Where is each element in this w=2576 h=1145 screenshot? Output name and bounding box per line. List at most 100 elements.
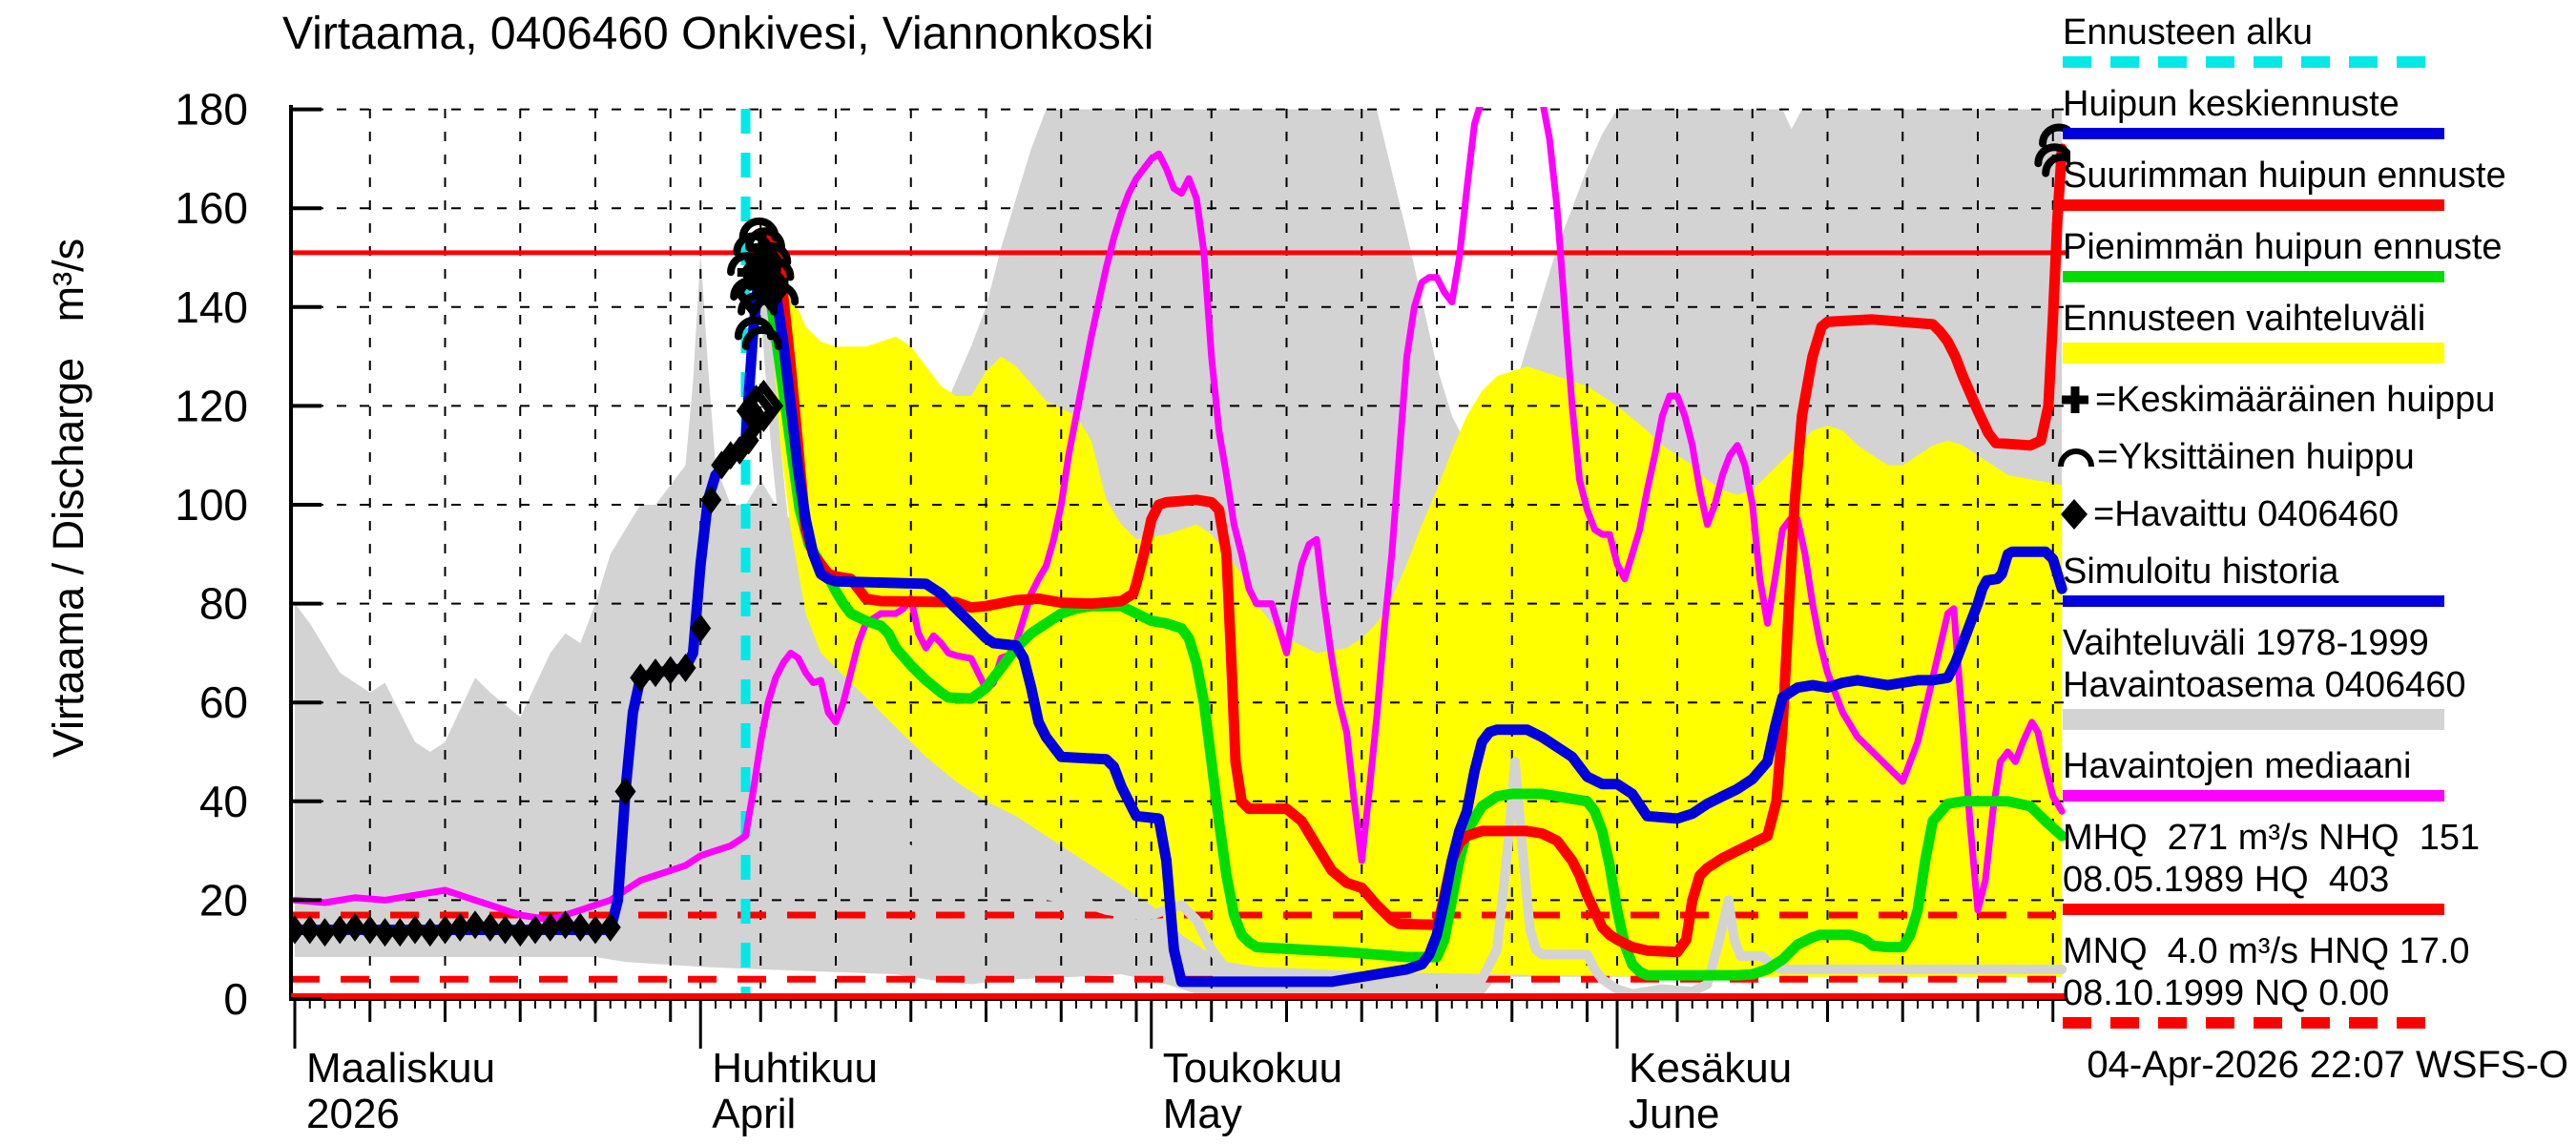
observed-diamond-marker <box>329 915 351 945</box>
peak-diamond-marker <box>743 379 784 432</box>
legend-item-11: Havaintojen mediaani <box>2063 745 2573 802</box>
observed-diamond-marker <box>525 915 546 945</box>
series-havaintojen-mediaani <box>291 107 2066 924</box>
month-label-3: Toukokuu <box>1163 1045 1342 1092</box>
single-peak-arc-marker <box>737 291 779 316</box>
legend-item-label: 08.10.1999 NQ 0.00 <box>2063 973 2390 1013</box>
observed-diamond-marker <box>659 656 681 685</box>
mean-peak-plus-marker <box>737 258 766 287</box>
legend-item-label: MNQ 4.0 m³/s HNQ 17.0 <box>2063 931 2470 971</box>
observed-diamond-marker <box>700 485 722 514</box>
y-tick-label: 60 <box>199 677 248 727</box>
legend-item-12: MHQ 271 m³/s NHQ 151 08.05.1989 HQ 403 <box>2063 817 2573 915</box>
observed-diamond-marker <box>289 915 305 945</box>
y-tick-label: 20 <box>199 875 248 925</box>
legend: Ennusteen alku Huipun keskiennuste Suurimm… <box>2058 11 2573 1044</box>
observed-diamond-marker <box>630 663 652 693</box>
legend-item-8: =Havaittu 0406460 <box>2061 493 2573 535</box>
legend-swatch-blue-line <box>2063 128 2444 139</box>
observed-diamond-marker <box>675 653 696 682</box>
legend-item-1: Ennusteen alku <box>2063 11 2573 68</box>
observed-diamond-marker <box>344 912 365 942</box>
plot-area <box>289 107 2070 999</box>
legend-item-label: 08.05.1989 HQ 403 <box>2063 860 2390 900</box>
plus-icon <box>2062 386 2088 413</box>
month-label-1: Maaliskuu <box>306 1045 495 1092</box>
series-pienimman-huipun-ennuste <box>755 261 2067 981</box>
observed-diamond-marker <box>494 915 516 945</box>
legend-item-label: Huipun keskiennuste <box>2063 84 2399 124</box>
observed-diamond-marker <box>449 912 471 942</box>
legend-item-label: Havaintojen mediaani <box>2063 746 2412 786</box>
mean-peak-plus-marker <box>747 233 777 262</box>
observed-diamond-marker <box>374 918 396 947</box>
legend-item-13: MNQ 4.0 m³/s HNQ 17.0 08.10.1999 NQ 0.00 <box>2063 930 2573 1029</box>
legend-item-4: Pienimmän huipun ennuste <box>2063 226 2573 282</box>
legend-item-label: Havaintoasema 0406460 <box>2063 665 2466 705</box>
y-tick-label: 160 <box>175 183 248 233</box>
legend-item-7: =Yksittäinen huippu <box>2058 436 2573 478</box>
page-title: Virtaama, 0406460 Onkivesi, Viannonkoski <box>282 9 1154 59</box>
legend-item-label: Vaihteluväli 1978-1999 <box>2063 623 2429 663</box>
legend-item-10: Vaihteluväli 1978-1999 Havaintoasema 0406… <box>2063 622 2573 730</box>
observed-diamond-marker <box>419 918 441 947</box>
legend-swatch-magenta-line <box>2063 790 2444 802</box>
legend-item-label: =Havaittu 0406460 <box>2093 494 2399 534</box>
month-sublabel-4: June <box>1629 1091 1719 1137</box>
observed-diamond-marker <box>465 910 486 940</box>
legend-item-label: Ennusteen vaihteluväli <box>2063 299 2426 339</box>
legend-item-label: Simuloitu historia <box>2063 552 2339 592</box>
y-tick-label: 180 <box>175 85 248 135</box>
series-havaintoasema-0406460 <box>756 253 2067 999</box>
observed-diamond-marker <box>479 912 501 942</box>
legend-item-label: Pienimmän huipun ennuste <box>2063 227 2503 267</box>
month-label-2: Huhtikuu <box>712 1045 878 1092</box>
observed-diamond-marker <box>509 918 531 947</box>
month-sublabel-2: April <box>712 1091 796 1137</box>
mean-peak-plus-marker <box>759 267 789 297</box>
legend-swatch-gray-bar <box>2063 709 2444 730</box>
observed-diamond-marker <box>599 912 621 942</box>
series-huipun-keskiennuste <box>755 252 2067 988</box>
observed-diamond-marker <box>299 915 321 945</box>
observed-diamond-marker <box>389 918 411 947</box>
single-peak-arc-marker <box>741 325 782 350</box>
legend-swatch-yellow-bar <box>2063 343 2444 364</box>
y-tick-label: 80 <box>199 579 248 629</box>
observed-diamond-marker <box>645 658 666 688</box>
diamond-icon <box>2061 499 2088 530</box>
observed-diamond-marker <box>539 912 561 942</box>
observed-diamond-marker <box>405 915 426 945</box>
single-peak-arc-marker <box>2042 153 2070 177</box>
timestamp: 04-Apr-2026 22:07 WSFS-O <box>2087 1044 2568 1086</box>
legend-item-6: =Keskimääräinen huippu <box>2062 379 2573 421</box>
observed-diamond-marker <box>614 777 636 806</box>
y-tick-label: 40 <box>199 777 248 826</box>
legend-swatch-red-dashed <box>2063 1017 2444 1029</box>
single-peak-arc-marker <box>2039 123 2070 148</box>
month-sublabel-3: May <box>1163 1091 1242 1137</box>
arc-icon <box>2058 448 2094 468</box>
observed-diamond-marker <box>314 918 336 947</box>
observed-diamond-marker <box>434 915 456 945</box>
legend-item-label: =Yksittäinen huippu <box>2097 437 2415 477</box>
y-tick-label: 100 <box>175 480 248 530</box>
legend-swatch-blue-line <box>2063 595 2444 607</box>
y-tick-label: 120 <box>175 381 248 430</box>
legend-swatch-red-line <box>2063 904 2444 915</box>
markers <box>289 123 2070 947</box>
observed-diamond-marker <box>585 915 606 945</box>
month-label-4: Kesäkuu <box>1629 1045 1792 1092</box>
legend-swatch-cyan-dashed <box>2063 56 2444 68</box>
observed-diamond-marker <box>554 910 576 940</box>
legend-item-label: Suurimman huipun ennuste <box>2063 156 2506 196</box>
y-axis-label: Virtaama / Discharge m³/s <box>44 238 93 759</box>
legend-item-5: Ennusteen vaihteluväli <box>2063 298 2573 364</box>
legend-item-label: =Keskimääräinen huippu <box>2095 380 2496 420</box>
y-tick-label: 0 <box>223 974 248 1024</box>
legend-swatch-red-line <box>2063 199 2444 211</box>
legend-swatch-green-line <box>2063 271 2444 282</box>
mean-peak-plus-marker <box>752 253 781 282</box>
legend-item-label: Ennusteen alku <box>2063 12 2313 52</box>
